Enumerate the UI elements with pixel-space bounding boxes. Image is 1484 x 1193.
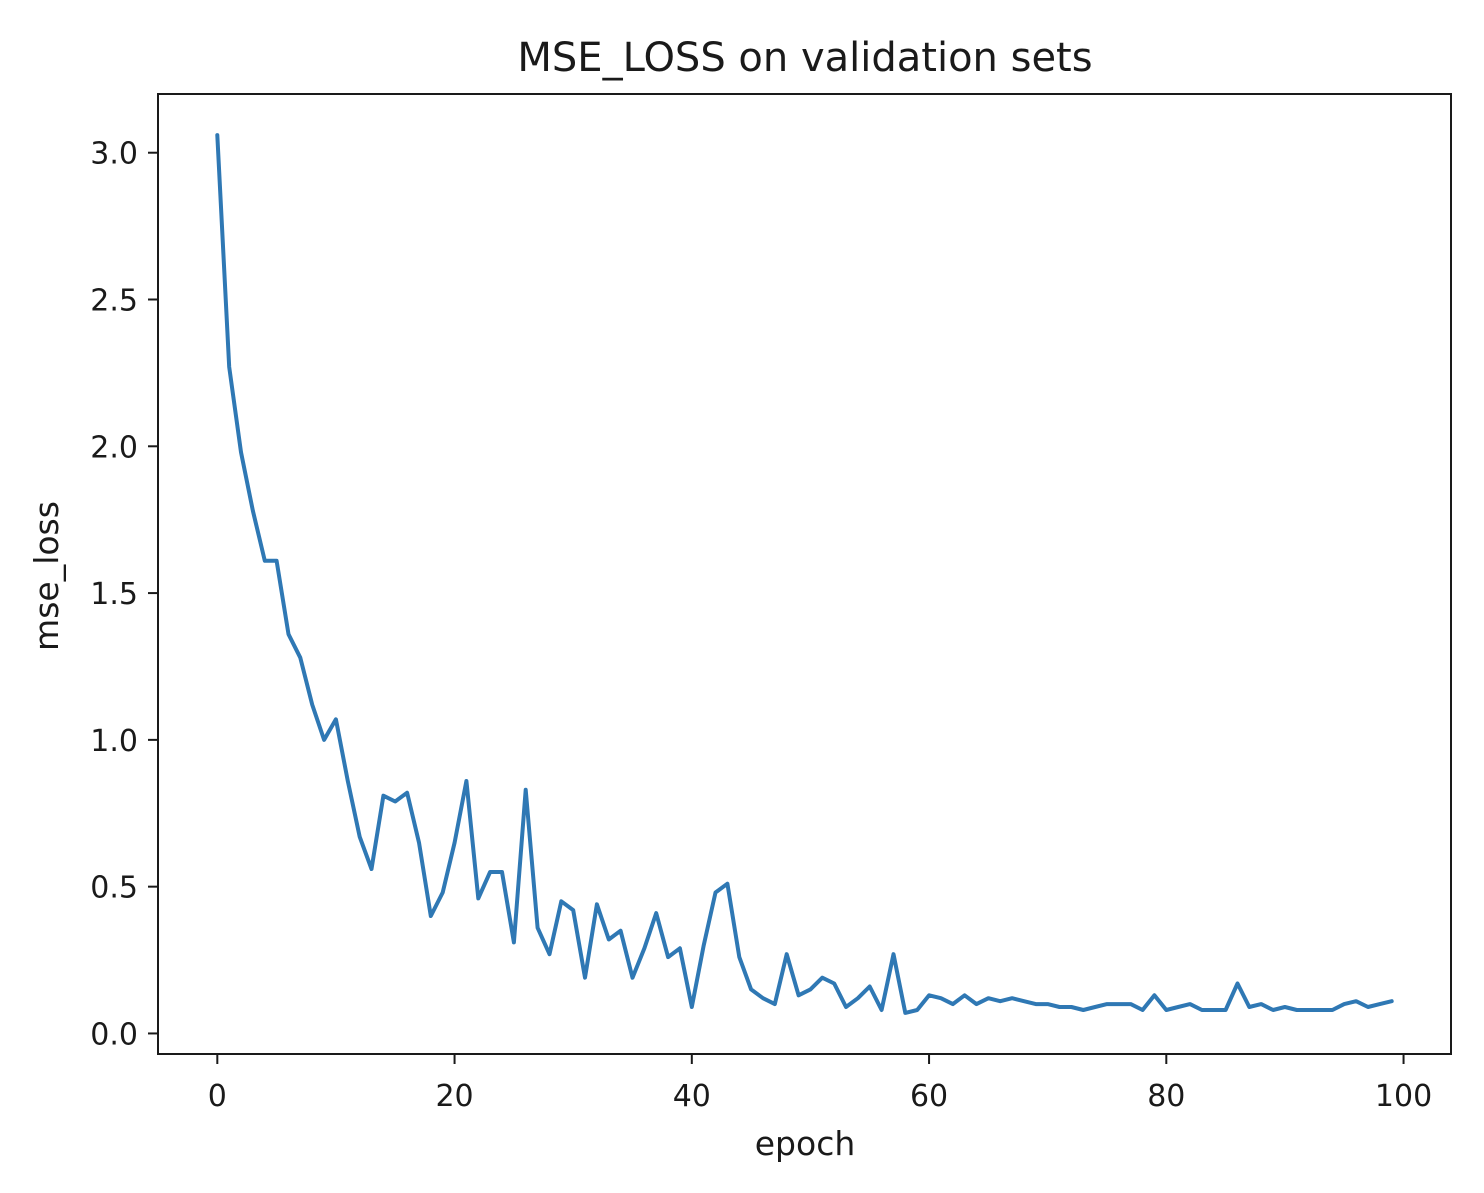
y-tick-label: 2.5	[90, 284, 138, 319]
y-axis-label: mse_loss	[27, 501, 66, 651]
series-layer	[215, 133, 1394, 1015]
x-tick-label: 80	[1147, 1079, 1185, 1114]
plot-area-frame	[157, 93, 1452, 1055]
y-tick-label: 3.0	[90, 137, 138, 172]
x-tick-label: 60	[910, 1079, 948, 1114]
y-tick-label: 0.0	[90, 1017, 138, 1052]
x-tick-label: 100	[1375, 1079, 1432, 1114]
x-tick-label: 40	[673, 1079, 711, 1114]
x-tick-label: 0	[208, 1079, 227, 1114]
x-axis-label: epoch	[755, 1124, 856, 1163]
y-tick-label: 1.5	[90, 577, 138, 612]
y-tick-label: 2.0	[90, 430, 138, 465]
y-tick-label: 0.5	[90, 871, 138, 906]
x-axis: 0 20 40 60 80 100	[208, 1054, 1432, 1114]
x-tick-label: 20	[435, 1079, 473, 1114]
y-axis: 0.0 0.5 1.0 1.5 2.0 2.5 3.0	[90, 137, 158, 1052]
series-line-mse_loss	[215, 133, 1394, 1015]
chart-title: MSE_LOSS on validation sets	[517, 35, 1092, 81]
y-tick-label: 1.0	[90, 724, 138, 759]
